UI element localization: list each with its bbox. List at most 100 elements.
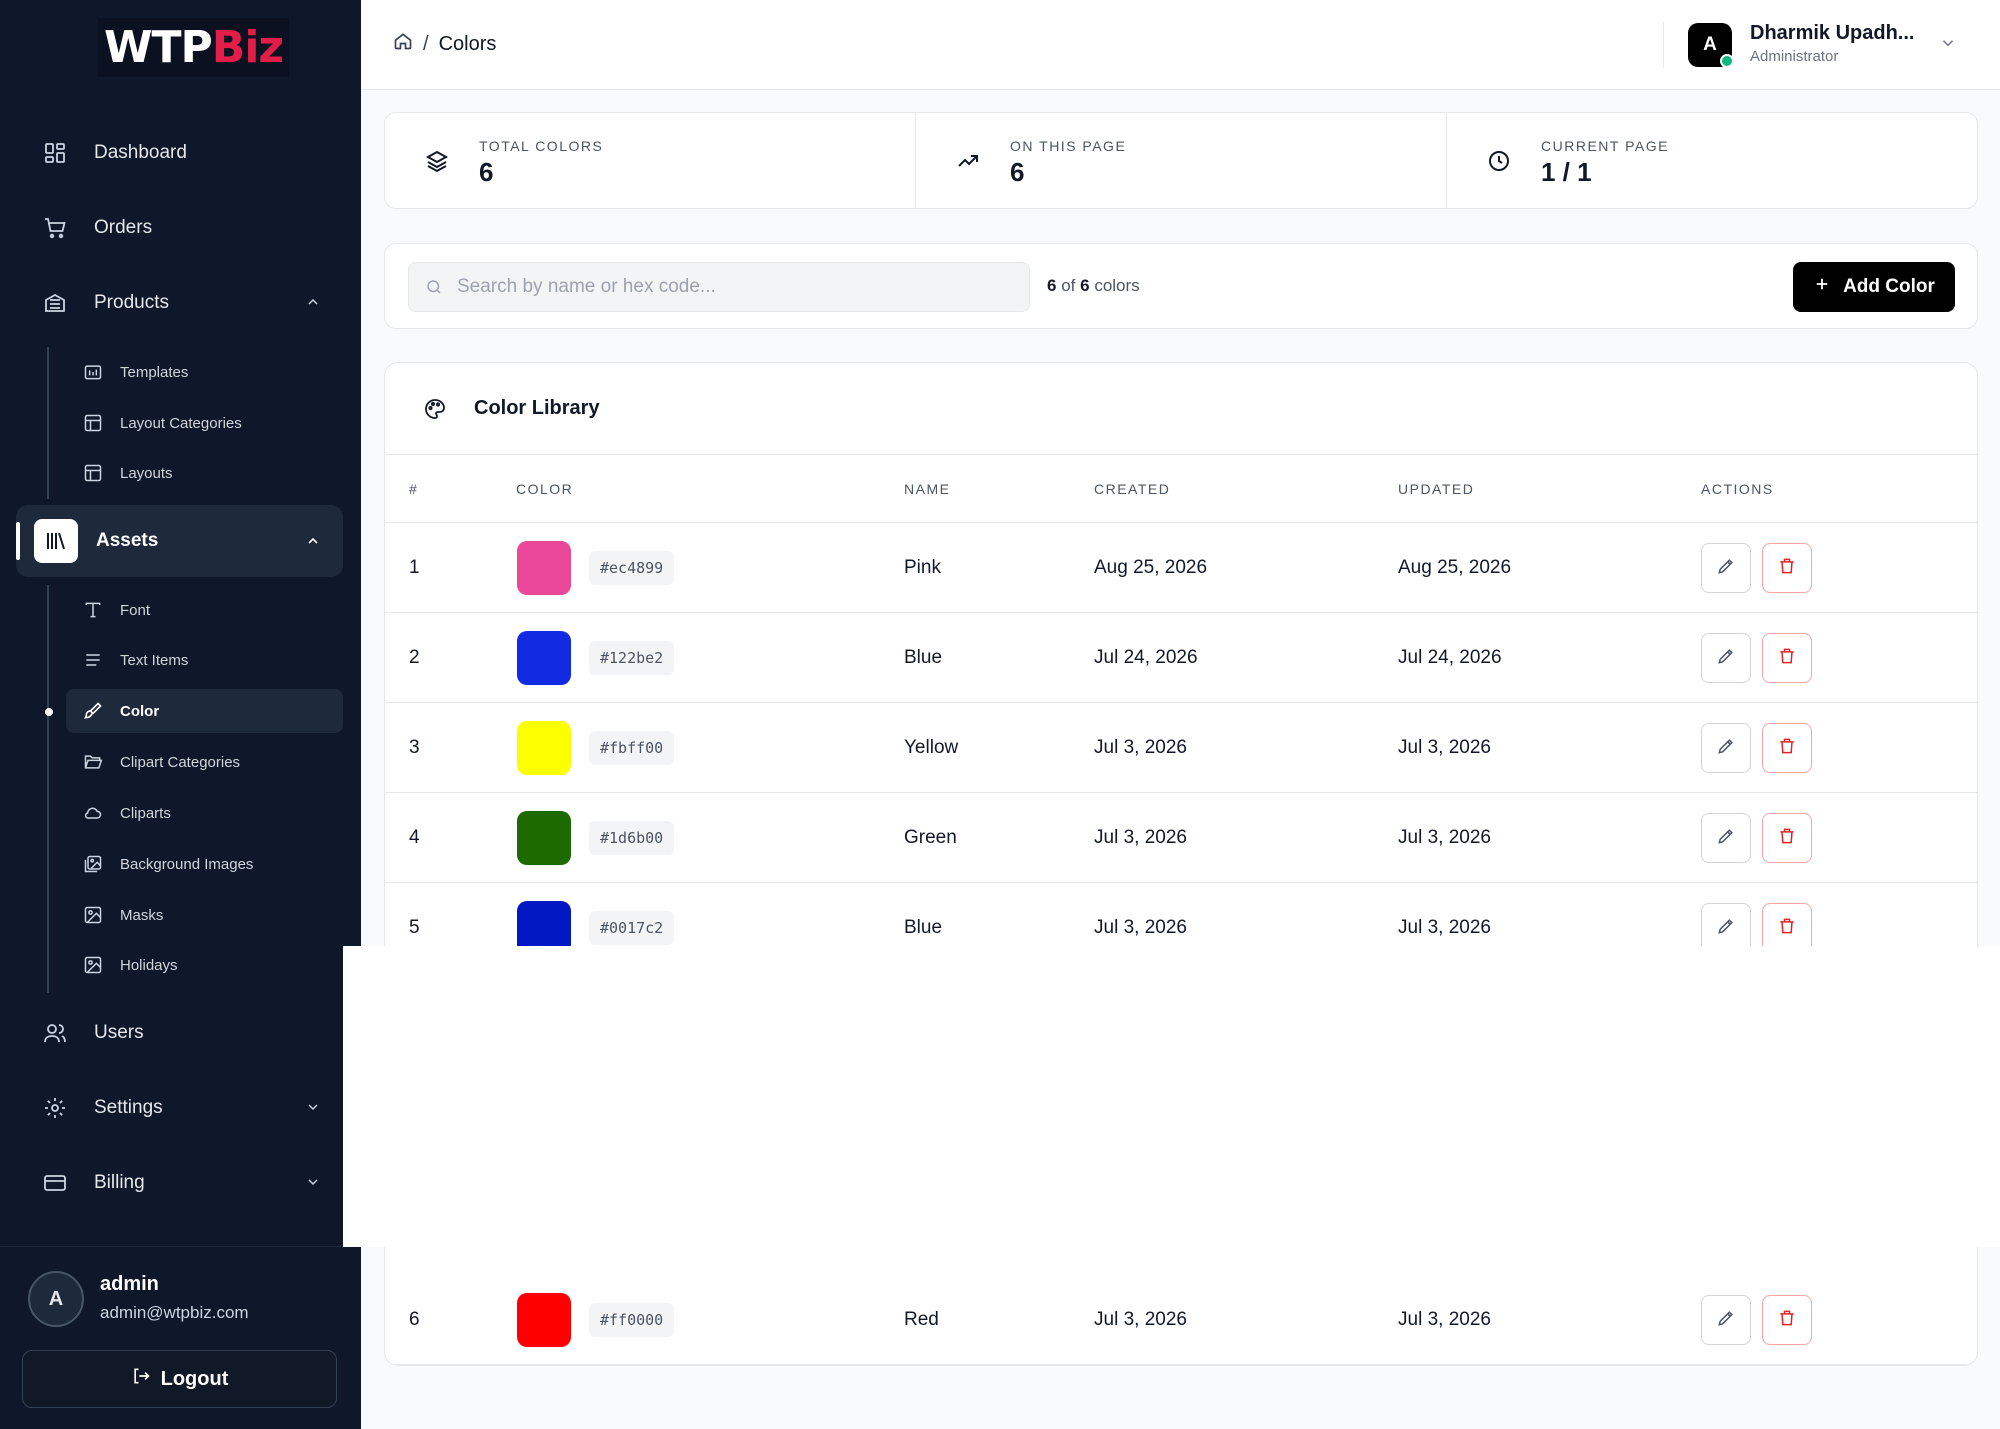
search-box [408, 262, 1030, 312]
user-avatar[interactable]: A [1688, 23, 1732, 67]
delete-button[interactable] [1762, 543, 1812, 593]
layout-icon [82, 412, 104, 434]
sidebar-item-assets[interactable]: Assets [16, 505, 343, 577]
created-date: Aug 25, 2026 [1094, 557, 1208, 578]
column-header-color: COLOR [516, 481, 574, 497]
palette-icon [423, 397, 447, 426]
sidebar-item-label: Dashboard [94, 142, 187, 163]
sidebar-subitem-font[interactable]: Font [66, 588, 343, 632]
color-name: Blue [904, 647, 943, 668]
pencil-icon [1716, 736, 1736, 761]
delete-button[interactable] [1762, 1295, 1812, 1345]
hex-code: #ff0000 [589, 1303, 675, 1337]
sidebar-subitem-masks[interactable]: Masks [66, 893, 343, 937]
trash-icon [1777, 826, 1797, 851]
sidebar-item-label: Products [94, 292, 169, 313]
table-row: 6 #ff0000 Red Jul 3, 2026 Jul 3, 2026 [385, 1275, 1977, 1365]
sidebar-item-dashboard[interactable]: Dashboard [16, 124, 343, 182]
sidebar-subitem-templates[interactable]: Templates [66, 350, 343, 394]
plus-icon [1813, 275, 1831, 299]
sidebar-item-billing[interactable]: Billing [16, 1154, 343, 1212]
image-off-icon [82, 904, 104, 926]
pencil-icon [1716, 826, 1736, 851]
logout-button[interactable]: Logout [22, 1350, 337, 1408]
add-color-button[interactable]: Add Color [1793, 262, 1955, 312]
header-divider [385, 522, 1977, 523]
edit-button[interactable] [1701, 543, 1751, 593]
hex-code: #1d6b00 [589, 821, 675, 855]
account-email: admin@wtpbiz.com [100, 1303, 249, 1322]
color-swatch[interactable] [517, 721, 571, 775]
row-number: 6 [409, 1309, 420, 1330]
package-icon [42, 290, 68, 316]
sidebar-item-orders[interactable]: Orders [16, 199, 343, 257]
delete-button[interactable] [1762, 723, 1812, 773]
sidebar-item-settings[interactable]: Settings [16, 1079, 343, 1137]
edit-button[interactable] [1701, 633, 1751, 683]
column-header-updated: UPDATED [1398, 481, 1475, 497]
created-date: Jul 3, 2026 [1094, 1309, 1187, 1330]
users-icon [42, 1020, 68, 1046]
stat-on-this-page: ON THIS PAGE 6 [916, 113, 1447, 208]
chevron-down-icon [305, 1099, 321, 1121]
sidebar-subitem-clipart-categories[interactable]: Clipart Categories [66, 740, 343, 784]
blank-overlay [343, 946, 2000, 1247]
result-count: 6 of 6 colors [1047, 276, 1140, 295]
hex-code: #0017c2 [589, 911, 675, 945]
sidebar-subitem-holidays[interactable]: Holidays [66, 943, 343, 987]
images-icon [82, 853, 104, 875]
online-status-dot [1720, 54, 1734, 68]
updated-date: Aug 25, 2026 [1398, 557, 1512, 578]
column-header-actions: ACTIONS [1701, 481, 1774, 497]
table-row: 2 #122be2 Blue Jul 24, 2026 Jul 24, 2026 [385, 613, 1977, 703]
sidebar-subitem-cliparts[interactable]: Cliparts [66, 791, 343, 835]
sidebar-subitem-layouts[interactable]: Layouts [66, 451, 343, 495]
home-icon[interactable] [393, 31, 413, 57]
edit-button[interactable] [1701, 813, 1751, 863]
stat-total-colors: TOTAL COLORS 6 [385, 113, 916, 208]
current-dot [45, 708, 53, 716]
trash-icon [1777, 1308, 1797, 1333]
trash-icon [1777, 646, 1797, 671]
brand-logo[interactable]: WTPBiz [98, 18, 290, 77]
edit-button[interactable] [1701, 1295, 1751, 1345]
color-swatch[interactable] [517, 811, 571, 865]
delete-button[interactable] [1762, 633, 1812, 683]
chevron-up-icon [305, 533, 321, 555]
breadcrumb-current: Colors [438, 32, 497, 55]
edit-button[interactable] [1701, 903, 1751, 953]
delete-button[interactable] [1762, 813, 1812, 863]
search-input[interactable] [457, 263, 1017, 311]
submenu-line [47, 585, 49, 993]
sidebar-subitem-background-images[interactable]: Background Images [66, 842, 343, 886]
color-name: Blue [904, 917, 943, 938]
stats-bar: TOTAL COLORS 6 ON THIS PAGE 6 CURRENT PA… [384, 112, 1978, 209]
sidebar-item-label: Orders [94, 217, 153, 238]
user-name[interactable]: Dharmik Upadh... [1750, 22, 1915, 44]
sidebar-item-products[interactable]: Products [16, 274, 343, 332]
chevron-down-icon[interactable] [1939, 34, 1957, 57]
sidebar-subitem-layout-categories[interactable]: Layout Categories [66, 401, 343, 445]
sidebar-item-users[interactable]: Users [16, 1004, 343, 1062]
sidebar-subitem-text-items[interactable]: Text Items [66, 638, 343, 682]
color-swatch[interactable] [517, 631, 571, 685]
user-role: Administrator [1750, 48, 1839, 65]
layers-icon [425, 149, 449, 178]
updated-date: Jul 24, 2026 [1398, 647, 1502, 668]
pencil-icon [1716, 1308, 1736, 1333]
active-indicator [16, 522, 20, 560]
color-swatch[interactable] [517, 541, 571, 595]
text-lines-icon [82, 649, 104, 671]
color-name: Pink [904, 557, 941, 578]
sidebar-subitem-color[interactable]: Color [66, 689, 343, 733]
layout-icon [82, 462, 104, 484]
edit-button[interactable] [1701, 723, 1751, 773]
color-swatch[interactable] [517, 1293, 571, 1347]
trending-up-icon [956, 149, 980, 178]
sidebar-item-label: Assets [96, 530, 159, 551]
logout-icon [131, 1366, 151, 1392]
hex-code: #ec4899 [589, 551, 675, 585]
toolbar: 6 of 6 colors Add Color [384, 243, 1978, 329]
sidebar-footer: A admin admin@wtpbiz.com Logout [0, 1246, 361, 1429]
avatar[interactable]: A [28, 1271, 84, 1327]
